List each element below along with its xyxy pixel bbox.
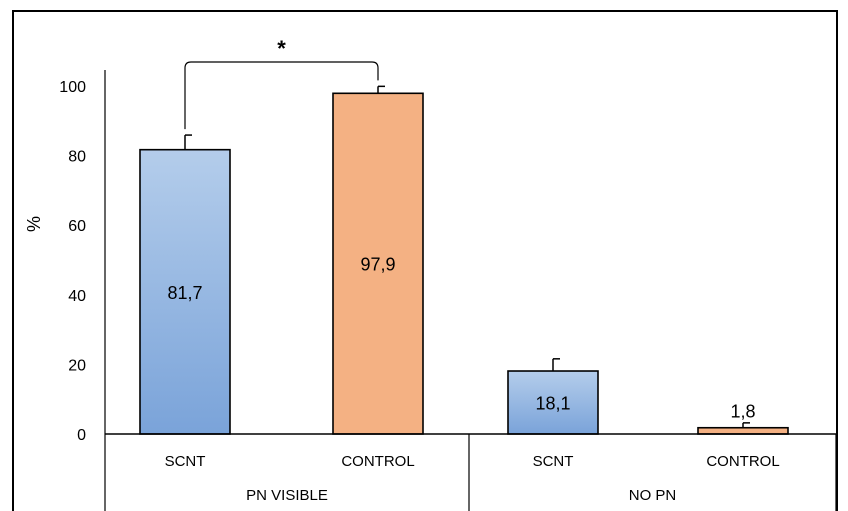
y-axis: 0 20 40 60 80 100: [59, 70, 106, 444]
y-tick-label: 80: [68, 149, 86, 166]
bars: 81,7 97,9 18,1 1,8: [139, 85, 789, 435]
significance-annotation: *: [184, 36, 379, 130]
data-label: 18,1: [535, 394, 570, 414]
bar: [139, 148, 231, 435]
bar: [332, 92, 424, 435]
y-tick-label: 20: [68, 357, 86, 374]
x-group-label: PN VISIBLE: [246, 487, 328, 504]
y-axis-label: %: [24, 216, 44, 232]
data-label: 97,9: [360, 255, 395, 275]
significance-bracket: [184, 61, 379, 130]
x-axis: SCNT CONTROL SCNT CONTROL PN VISIBLE NO PN: [104, 433, 837, 511]
significance-star: *: [277, 36, 286, 61]
x-category-label: SCNT: [533, 453, 574, 470]
y-tick-label: 0: [77, 427, 86, 444]
x-category-label: SCNT: [165, 453, 206, 470]
y-tick-label: 100: [59, 79, 86, 96]
data-label: 1,8: [730, 402, 755, 422]
x-category-label: CONTROL: [706, 453, 779, 470]
bar: [697, 426, 789, 435]
y-tick-label: 40: [68, 288, 86, 305]
x-group-label: NO PN: [629, 487, 677, 504]
y-tick-label: 60: [68, 218, 86, 235]
data-label: 81,7: [167, 283, 202, 303]
x-category-label: CONTROL: [341, 453, 414, 470]
